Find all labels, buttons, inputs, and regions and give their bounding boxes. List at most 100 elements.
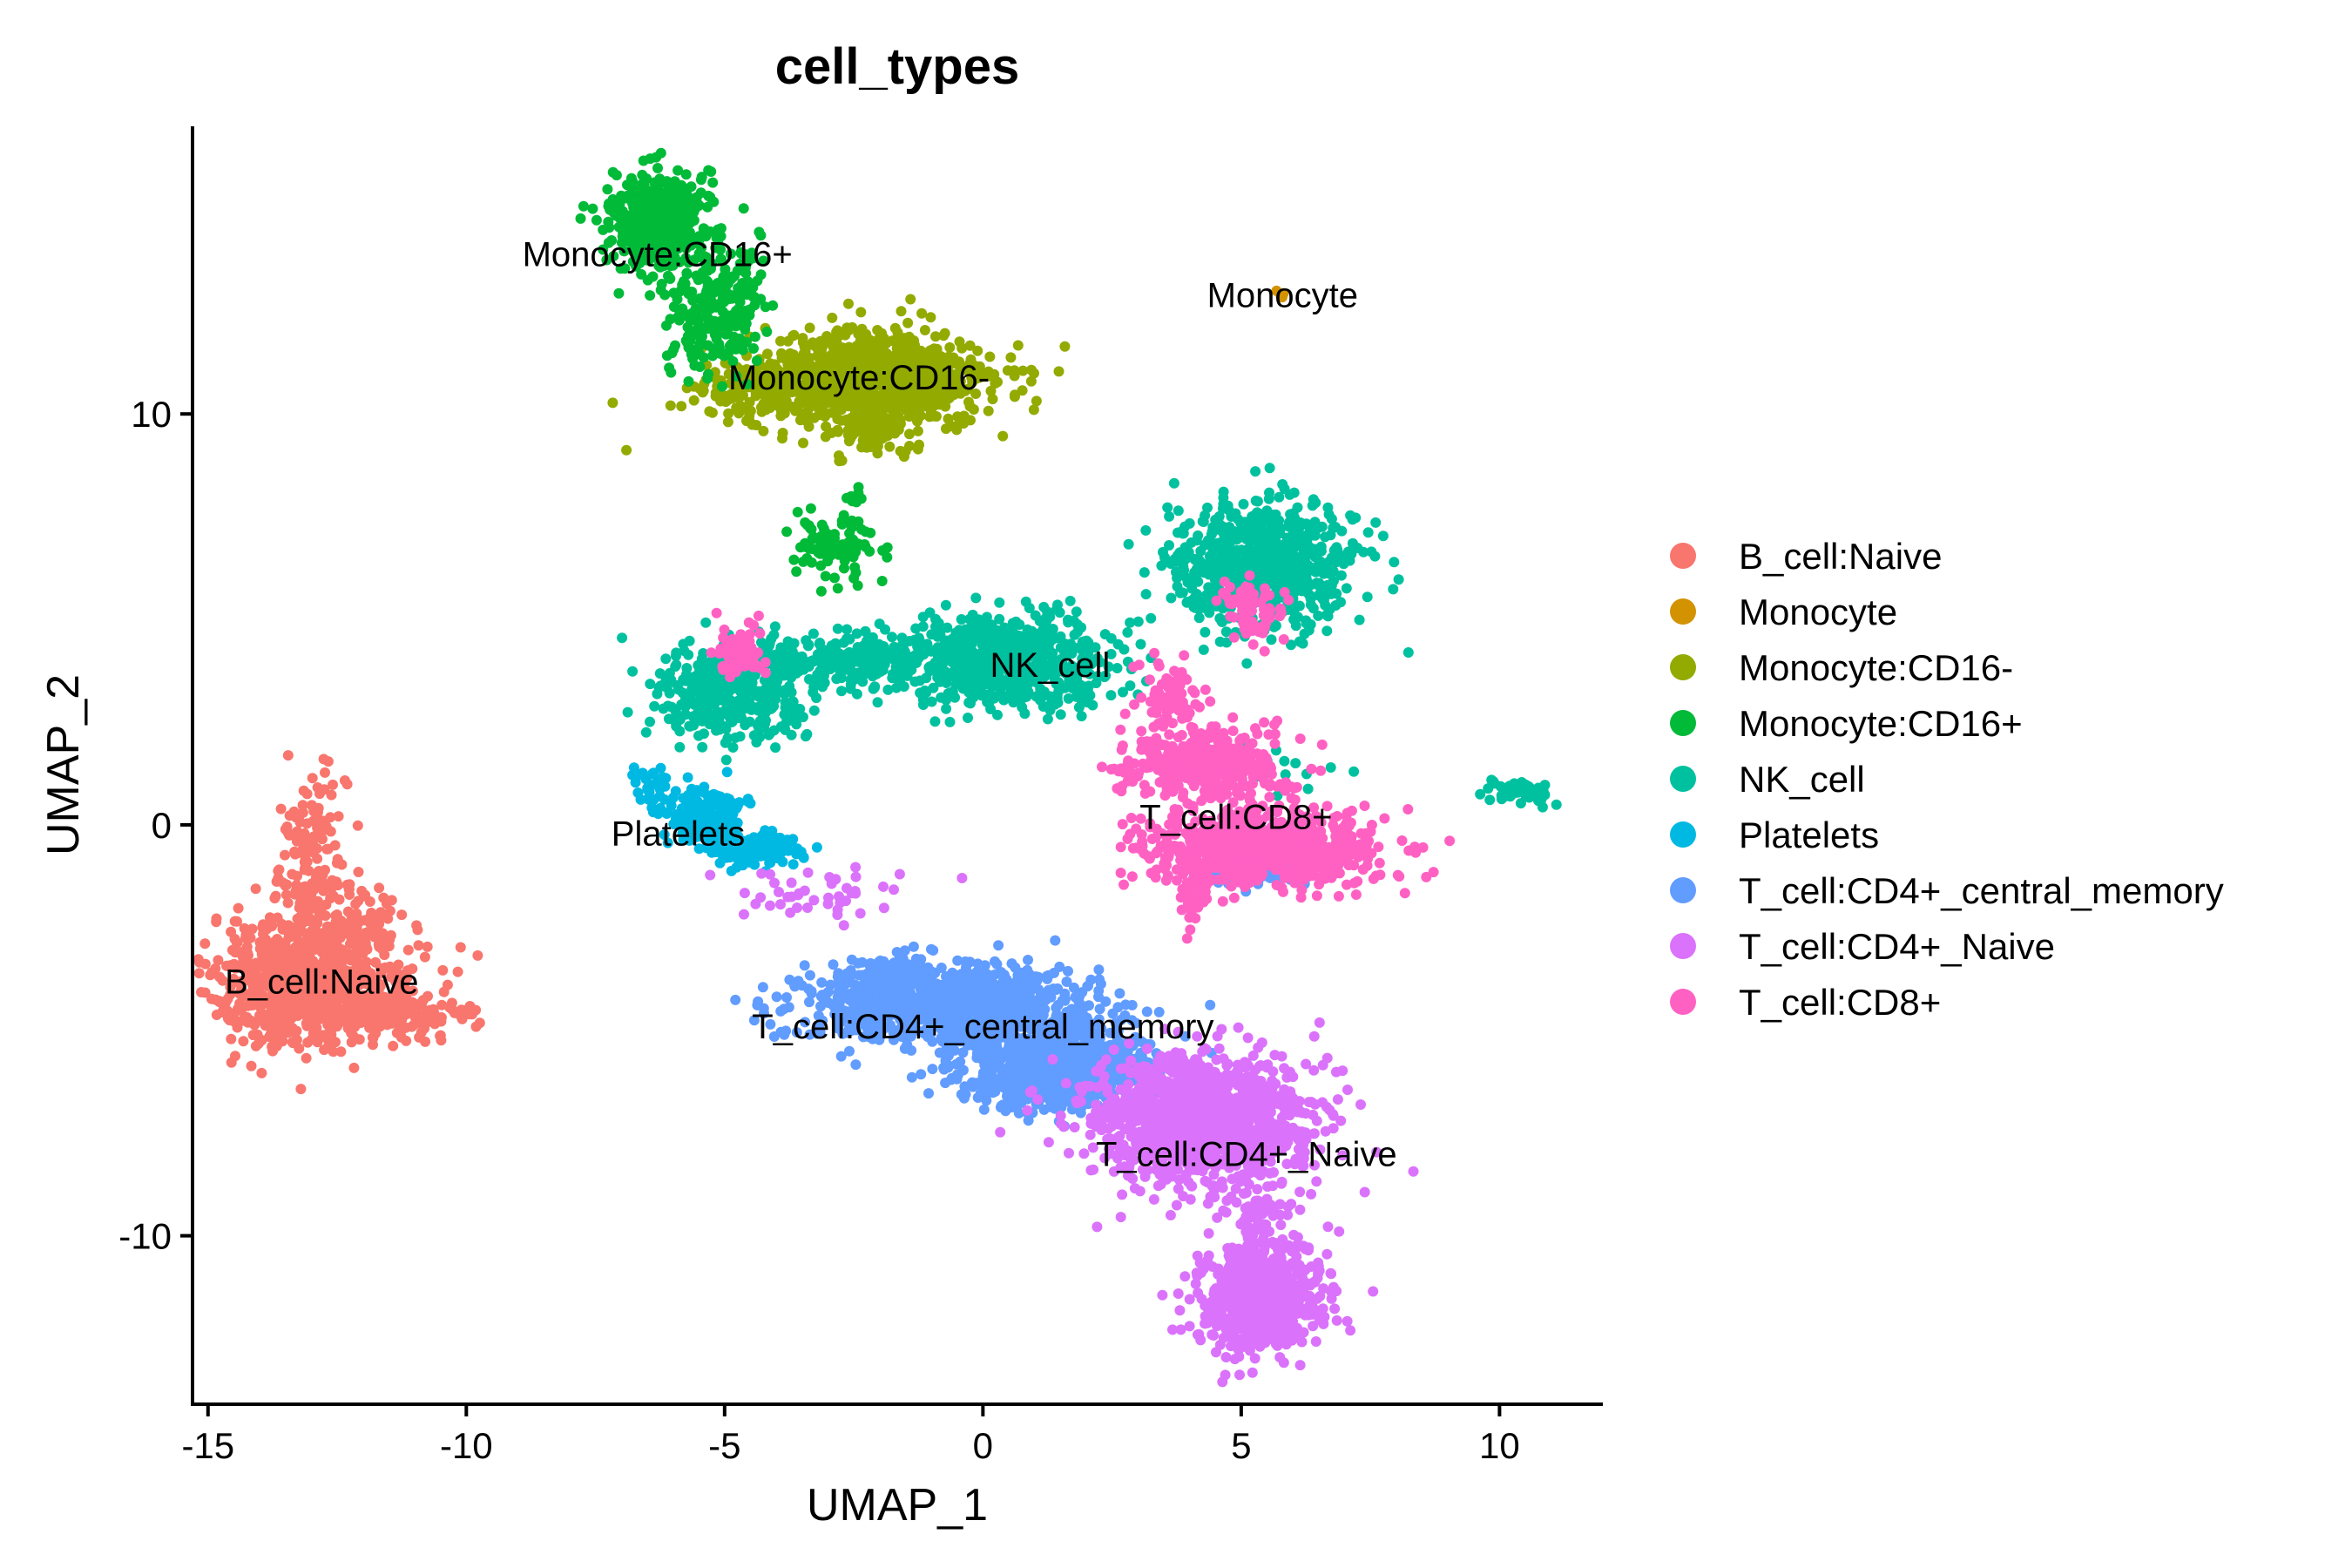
- point: [808, 340, 820, 351]
- point: [878, 344, 889, 355]
- point: [287, 997, 298, 1008]
- point: [318, 885, 329, 896]
- point: [348, 1062, 360, 1073]
- scatter-points: [193, 147, 1562, 1388]
- point: [275, 803, 287, 814]
- point: [877, 432, 889, 443]
- point: [261, 1011, 273, 1023]
- point: [832, 623, 843, 634]
- point: [721, 695, 732, 706]
- point: [679, 278, 691, 289]
- point: [213, 955, 224, 966]
- point: [1266, 634, 1277, 645]
- point: [345, 955, 356, 966]
- point: [761, 326, 773, 337]
- point: [355, 1011, 366, 1022]
- point: [683, 375, 694, 387]
- point: [762, 643, 774, 654]
- point: [964, 340, 976, 351]
- point: [413, 940, 424, 951]
- point: [700, 617, 712, 628]
- point: [309, 1026, 321, 1037]
- point: [742, 695, 754, 706]
- point: [1071, 606, 1082, 618]
- point: [295, 1084, 307, 1095]
- point: [895, 645, 906, 656]
- point: [1135, 639, 1146, 650]
- point: [992, 709, 1003, 720]
- point: [345, 909, 356, 920]
- point: [435, 1031, 446, 1042]
- point: [297, 800, 308, 811]
- point: [456, 1013, 468, 1024]
- point: [1005, 352, 1017, 363]
- point: [786, 729, 797, 740]
- point: [747, 419, 758, 430]
- point: [808, 705, 820, 716]
- point: [916, 308, 928, 319]
- point: [703, 368, 713, 380]
- point: [902, 317, 914, 328]
- point: [769, 621, 781, 632]
- point: [328, 1046, 339, 1058]
- point: [832, 325, 843, 336]
- point: [370, 974, 382, 985]
- point: [865, 442, 876, 452]
- point: [351, 943, 362, 954]
- point: [661, 320, 672, 331]
- point: [710, 390, 721, 402]
- point: [265, 1029, 276, 1039]
- point: [870, 645, 882, 656]
- point: [816, 537, 828, 549]
- point: [1076, 711, 1087, 722]
- point: [792, 506, 803, 517]
- point: [737, 278, 748, 288]
- point: [307, 878, 318, 889]
- point: [1123, 538, 1134, 550]
- point: [815, 585, 827, 597]
- point: [958, 410, 970, 422]
- point: [703, 708, 714, 720]
- point: [402, 972, 413, 983]
- point: [759, 722, 769, 733]
- point: [934, 665, 945, 676]
- point: [697, 741, 708, 753]
- point: [233, 902, 244, 914]
- point: [791, 566, 802, 578]
- point: [652, 163, 663, 173]
- point: [665, 274, 676, 284]
- point: [843, 551, 855, 562]
- point: [371, 1017, 382, 1029]
- point: [874, 618, 885, 630]
- point: [250, 883, 261, 895]
- point: [968, 655, 979, 666]
- point: [892, 416, 903, 428]
- point: [741, 305, 753, 316]
- point: [968, 671, 979, 682]
- point: [934, 399, 945, 410]
- point: [386, 895, 397, 906]
- point: [926, 629, 937, 640]
- point: [239, 964, 250, 976]
- point: [990, 378, 1001, 389]
- point: [1362, 591, 1373, 603]
- point: [1341, 583, 1352, 594]
- point: [1002, 365, 1013, 376]
- point: [844, 396, 855, 408]
- point: [1055, 631, 1066, 642]
- point: [1139, 567, 1150, 578]
- point: [419, 1023, 430, 1034]
- point: [741, 677, 753, 688]
- point: [748, 730, 760, 741]
- point: [294, 902, 305, 914]
- point: [325, 812, 336, 823]
- point: [388, 966, 399, 977]
- point: [1402, 647, 1414, 658]
- point: [720, 754, 732, 766]
- point: [798, 437, 808, 449]
- point: [1026, 625, 1037, 637]
- point: [821, 421, 832, 432]
- point: [319, 990, 330, 1002]
- point: [770, 742, 781, 754]
- point: [331, 924, 342, 936]
